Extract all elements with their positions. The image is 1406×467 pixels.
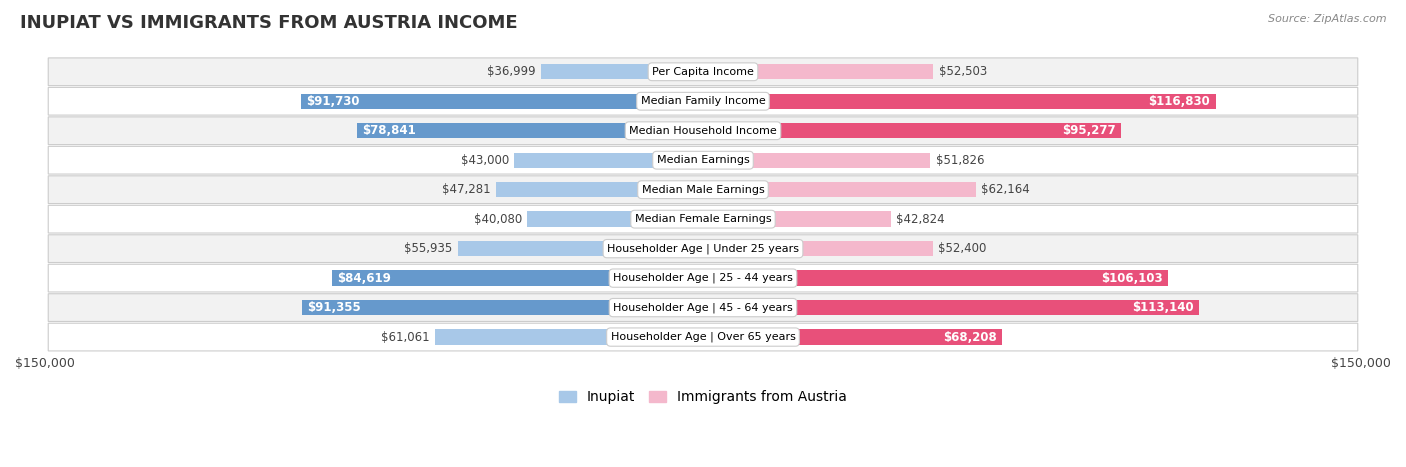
Bar: [357, 123, 703, 138]
Text: $43,000: $43,000: [461, 154, 509, 167]
Text: Median Female Earnings: Median Female Earnings: [634, 214, 772, 224]
Text: Source: ZipAtlas.com: Source: ZipAtlas.com: [1268, 14, 1386, 24]
Text: Householder Age | 45 - 64 years: Householder Age | 45 - 64 years: [613, 302, 793, 313]
Text: Median Family Income: Median Family Income: [641, 96, 765, 106]
Text: $61,061: $61,061: [381, 331, 430, 344]
Text: $116,830: $116,830: [1149, 95, 1211, 108]
Bar: [541, 64, 703, 79]
FancyBboxPatch shape: [48, 235, 1358, 262]
Bar: [495, 182, 703, 198]
FancyBboxPatch shape: [48, 87, 1358, 115]
Bar: [434, 329, 703, 345]
Text: $68,208: $68,208: [943, 331, 997, 344]
Text: Median Earnings: Median Earnings: [657, 155, 749, 165]
Text: $36,999: $36,999: [486, 65, 536, 78]
Text: $47,281: $47,281: [441, 183, 491, 196]
Text: Householder Age | Over 65 years: Householder Age | Over 65 years: [610, 332, 796, 342]
FancyBboxPatch shape: [48, 117, 1358, 145]
Bar: [703, 212, 891, 227]
Text: $95,277: $95,277: [1062, 124, 1116, 137]
Text: Median Household Income: Median Household Income: [628, 126, 778, 136]
Text: $51,826: $51,826: [935, 154, 984, 167]
Text: $52,400: $52,400: [938, 242, 987, 255]
Bar: [515, 153, 703, 168]
FancyBboxPatch shape: [48, 146, 1358, 174]
FancyBboxPatch shape: [48, 176, 1358, 204]
Bar: [301, 93, 703, 109]
Bar: [703, 270, 1168, 286]
Text: $78,841: $78,841: [363, 124, 416, 137]
Text: $52,503: $52,503: [939, 65, 987, 78]
Bar: [527, 212, 703, 227]
Text: Householder Age | Under 25 years: Householder Age | Under 25 years: [607, 243, 799, 254]
Text: $55,935: $55,935: [404, 242, 453, 255]
FancyBboxPatch shape: [48, 264, 1358, 292]
Bar: [703, 93, 1216, 109]
FancyBboxPatch shape: [48, 323, 1358, 351]
Legend: Inupiat, Immigrants from Austria: Inupiat, Immigrants from Austria: [554, 385, 852, 410]
FancyBboxPatch shape: [48, 205, 1358, 233]
FancyBboxPatch shape: [48, 58, 1358, 85]
FancyBboxPatch shape: [48, 294, 1358, 321]
Text: $40,080: $40,080: [474, 212, 522, 226]
Text: Per Capita Income: Per Capita Income: [652, 67, 754, 77]
Bar: [703, 64, 934, 79]
Text: $91,355: $91,355: [308, 301, 361, 314]
Text: $84,619: $84,619: [337, 272, 391, 284]
Bar: [332, 270, 703, 286]
Bar: [302, 300, 703, 315]
Text: $62,164: $62,164: [981, 183, 1029, 196]
Bar: [703, 241, 934, 256]
Bar: [703, 329, 1002, 345]
Bar: [703, 123, 1121, 138]
Text: $91,730: $91,730: [307, 95, 360, 108]
Text: $42,824: $42,824: [896, 212, 945, 226]
Text: Householder Age | 25 - 44 years: Householder Age | 25 - 44 years: [613, 273, 793, 283]
Bar: [703, 300, 1199, 315]
Text: $113,140: $113,140: [1132, 301, 1194, 314]
Text: $106,103: $106,103: [1101, 272, 1163, 284]
Text: INUPIAT VS IMMIGRANTS FROM AUSTRIA INCOME: INUPIAT VS IMMIGRANTS FROM AUSTRIA INCOM…: [20, 14, 517, 32]
Bar: [703, 153, 931, 168]
Bar: [703, 182, 976, 198]
Text: Median Male Earnings: Median Male Earnings: [641, 184, 765, 195]
Bar: [457, 241, 703, 256]
